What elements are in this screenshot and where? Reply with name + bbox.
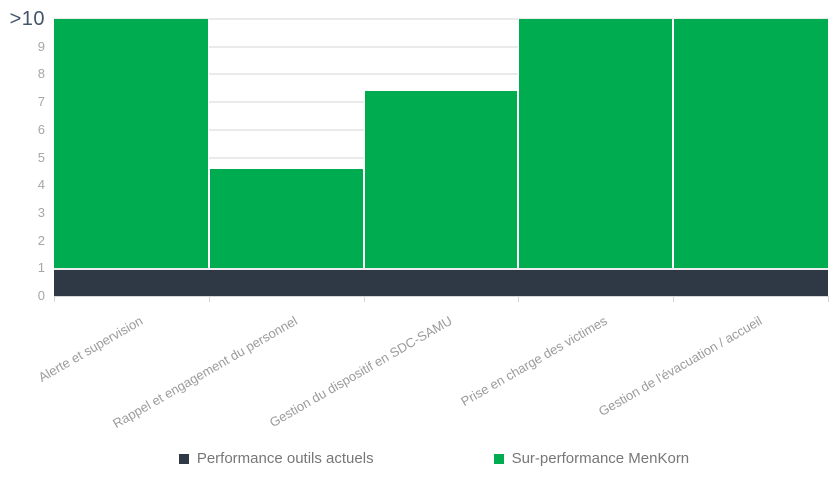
x-category-label-gestion-de-l-vacuation-accueil: Gestion de l'évacuation / accueil — [595, 313, 765, 420]
y-tick-label-9: 9 — [37, 38, 45, 54]
y-tick-label-5: 5 — [37, 149, 45, 165]
y-tick-label-8: 8 — [37, 66, 45, 82]
legend-label: Performance outils actuels — [196, 450, 374, 467]
legend-swatch-icon — [178, 453, 189, 464]
x-category-label-gestion-du-dispositif-en-sdc-samu: Gestion du dispositif en SDC-SAMU — [266, 313, 455, 431]
series-bar-sur-performance-menkorn-rappel-et-engagement-du-personnel[interactable] — [208, 168, 364, 269]
series-bar-sur-performance-menkorn-alerte-et-supervision[interactable] — [54, 19, 209, 269]
series-bar-sur-performance-menkorn-gestion-de-l-vacuation-accueil[interactable] — [673, 19, 828, 269]
x-category-label-prise-en-charge-des-victimes: Prise en charge des victimes — [457, 313, 610, 410]
y-tick-label-0: 0 — [37, 288, 45, 303]
x-axis-line — [54, 296, 829, 297]
legend-item-sur-performance-menkorn[interactable]: Sur-performance MenKorn — [493, 450, 690, 467]
x-category-label-alerte-et-supervision: Alerte et supervision — [35, 313, 145, 385]
gridline-9 — [54, 45, 828, 48]
y-tick-label-1: 1 — [37, 260, 45, 276]
x-axis-tick-2 — [363, 297, 365, 302]
x-axis-tick-4 — [673, 297, 675, 302]
y-tick-label-7: 7 — [37, 94, 45, 110]
gridline-8 — [54, 73, 828, 76]
series-bar-sur-performance-menkorn-prise-en-charge-des-victimes[interactable] — [518, 19, 674, 269]
x-axis-tick-1 — [208, 297, 210, 302]
y-tick-label-10: >10 — [9, 8, 45, 30]
x-axis-tick-3 — [518, 297, 520, 302]
legend-swatch-icon — [493, 453, 504, 464]
series-bar-sur-performance-menkorn-gestion-du-dispositif-en-sdc-samu[interactable] — [363, 91, 519, 269]
legend-item-performance-outils-actuels[interactable]: Performance outils actuels — [178, 450, 374, 467]
x-axis-tick-5 — [828, 297, 829, 302]
series-bar-performance-outils-actuels[interactable] — [54, 268, 828, 296]
gridline-10 — [54, 18, 828, 20]
y-tick-label-4: 4 — [37, 177, 45, 193]
y-tick-label-6: 6 — [37, 121, 45, 137]
legend-label: Sur-performance MenKorn — [511, 450, 690, 467]
chart-legend: Performance outils actuels Sur-performanc… — [0, 450, 840, 467]
y-tick-label-3: 3 — [37, 204, 45, 220]
x-axis-tick-0 — [54, 297, 55, 302]
y-tick-label-2: 2 — [37, 232, 45, 248]
